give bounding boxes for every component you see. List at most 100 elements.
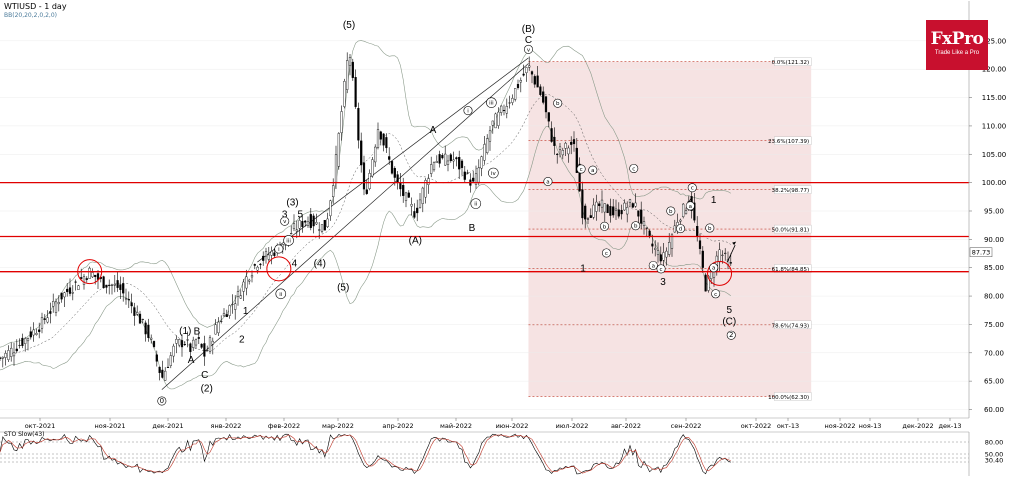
candle-body [211, 340, 214, 345]
candle [214, 319, 217, 335]
wave-circle-46 [656, 264, 666, 274]
candle [640, 201, 643, 230]
wave-circle-29 [275, 288, 287, 300]
wave-label-10: 4 [292, 259, 298, 270]
candle [637, 210, 640, 224]
candle-body [66, 288, 69, 293]
candle-body [141, 318, 144, 320]
candle [614, 199, 618, 220]
candle [326, 212, 329, 229]
candle-body [32, 329, 35, 336]
candle [578, 157, 581, 192]
candle [0, 356, 2, 362]
candle [438, 150, 441, 168]
candle-body [7, 350, 10, 360]
candle [164, 367, 167, 381]
candle-body [127, 298, 130, 301]
fib-label-box-6 [774, 392, 812, 401]
x-tick-label-13: окт-13 [777, 422, 799, 430]
candle-body [530, 71, 534, 75]
candle-body [315, 222, 318, 225]
candle-body [463, 171, 466, 180]
wave-circle-47 [666, 206, 676, 216]
candle [665, 247, 668, 266]
candle [4, 350, 7, 366]
wave-label-0: (5) [343, 20, 355, 31]
wave-label-36: v [527, 47, 531, 53]
candle-body [648, 230, 651, 236]
candle-body [242, 281, 245, 292]
wave-circle-42 [601, 248, 611, 258]
candle-body [292, 223, 296, 229]
candle-body [656, 250, 660, 255]
candle [248, 278, 251, 285]
candle [542, 86, 545, 105]
candle [136, 305, 139, 317]
candle [550, 121, 553, 143]
y-tick-label-10: 75.00 [984, 321, 1004, 329]
candle-body [371, 159, 374, 177]
candle-body [164, 370, 167, 381]
candle-body [46, 317, 49, 323]
candle-body [628, 199, 632, 203]
wave-circle-52 [709, 263, 719, 273]
candle-body [561, 150, 564, 156]
candle [351, 58, 354, 81]
candle [130, 293, 133, 314]
fib-label-1: 23.6%(107.39) [768, 139, 809, 145]
candle-body [116, 280, 119, 288]
trend-line-lower [161, 63, 529, 390]
candle-body [704, 274, 707, 292]
candle-body [502, 109, 506, 111]
candle [29, 326, 32, 340]
candle-body [693, 202, 696, 221]
candle-body [38, 329, 41, 332]
candle-body [354, 77, 357, 107]
candle [259, 263, 262, 270]
candle-body [718, 249, 721, 263]
candle [514, 88, 517, 102]
candle [194, 338, 198, 350]
candle-body [63, 292, 66, 298]
wave-label-28: i [278, 247, 280, 253]
candle-body [18, 344, 21, 346]
candle-body [474, 173, 478, 185]
candle-body [707, 275, 710, 291]
candle-body [68, 287, 72, 294]
candle-body [623, 202, 626, 211]
candle [197, 332, 200, 344]
candle-body [161, 369, 164, 378]
wave-label-14: (1) [179, 326, 191, 337]
candle-body [645, 227, 648, 229]
wave-circle-35 [488, 167, 499, 179]
candle [208, 335, 212, 354]
candle [234, 295, 237, 320]
x-tick-label-9: июл-2022 [556, 422, 589, 430]
candle [558, 142, 562, 158]
candle-body [40, 317, 44, 329]
fib-label-3: 50.0%(91.81) [772, 228, 810, 234]
candle [693, 192, 696, 223]
candle [474, 165, 478, 189]
candle-body [334, 154, 338, 183]
candle-body [438, 154, 441, 164]
wave-label-9: 5 [298, 209, 304, 220]
candle [570, 136, 573, 155]
candle [21, 333, 24, 349]
candle [217, 317, 220, 337]
candle [150, 334, 153, 344]
candle-body [52, 301, 55, 307]
wave-label-30: iii [286, 238, 291, 244]
wave-label-34: iii [489, 101, 494, 107]
candle [718, 242, 721, 272]
wave-label-37: b [556, 101, 560, 107]
fxpro-logo: FxPro Trade Like a Pro [926, 20, 988, 70]
candle [74, 279, 77, 291]
wave-circle-30 [283, 235, 294, 246]
candle [54, 298, 58, 317]
candle [85, 276, 88, 283]
candle [472, 170, 475, 183]
x-tick-label-0: окт-2021 [25, 422, 56, 430]
wave-label-45: a [652, 263, 655, 269]
candle-body [642, 221, 646, 226]
